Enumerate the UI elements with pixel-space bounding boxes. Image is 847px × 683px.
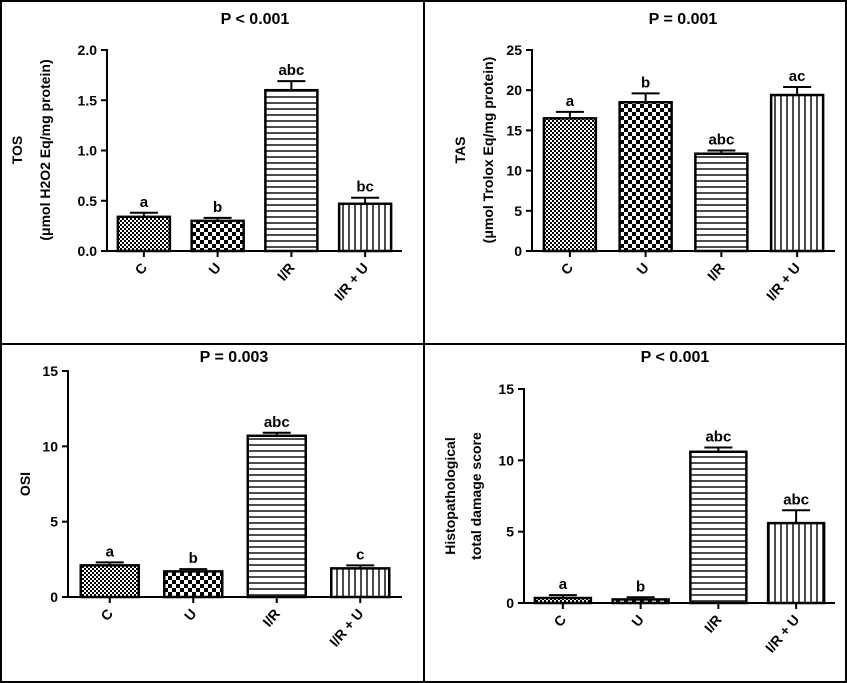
y-tick-label: 25 [506, 42, 522, 58]
category-label: I/R + U [763, 260, 804, 304]
y-tick-label: 5 [50, 514, 58, 530]
y-axis-label-line: TAS [452, 137, 468, 164]
bar [337, 202, 393, 253]
category-label: I/R [704, 260, 728, 284]
category-label: U [181, 606, 200, 624]
bar [533, 596, 593, 605]
bar [79, 564, 140, 599]
panel-tas: P = 0.001 TAS (μmol Trolox Eq/mg protein) 0… [452, 11, 835, 304]
y-axis-label-line: OSI [17, 472, 33, 496]
y-tick-label: 10 [42, 438, 58, 454]
significance-label: abc [708, 132, 734, 149]
category-label: I/R + U [762, 612, 803, 656]
category-label: C [131, 260, 150, 278]
bar [618, 101, 673, 253]
bar [766, 521, 826, 605]
category-label: I/R + U [331, 260, 372, 304]
significance-label: a [559, 576, 568, 593]
significance-label: b [636, 578, 645, 595]
category-label: I/R [701, 612, 725, 636]
y-tick-label: 10 [498, 452, 514, 468]
y-axis-label-line: Histopathological [442, 437, 458, 554]
y-tick-label: 5 [514, 203, 522, 219]
y-axis-label-line: TOS [9, 136, 25, 165]
y-axis-label-line: total damage score [468, 432, 484, 560]
y-tick-label: 5 [506, 524, 514, 540]
y-tick-label: 15 [506, 122, 522, 138]
category-label: I/R [274, 260, 298, 284]
category-label: I/R + U [326, 606, 367, 650]
bar [190, 219, 245, 253]
significance-label: abc [705, 428, 731, 445]
significance-label: abc [783, 491, 809, 508]
significance-label: bc [356, 179, 374, 196]
bar [116, 215, 172, 253]
significance-label: a [566, 93, 575, 110]
panel-title: P = 0.003 [200, 349, 269, 366]
y-tick-label: 15 [42, 363, 58, 379]
category-label: U [205, 260, 224, 278]
bar [246, 434, 307, 599]
y-tick-label: 0.0 [78, 243, 98, 259]
y-tick-label: 1.0 [78, 143, 98, 159]
category-label: C [557, 260, 576, 278]
panel-title: P < 0.001 [221, 11, 290, 28]
panel-title: P = 0.001 [649, 11, 718, 28]
y-tick-label: 2.0 [78, 42, 98, 58]
y-axis-label-line: (μmol Trolox Eq/mg protein) [480, 57, 496, 244]
significance-label: b [189, 550, 198, 567]
y-tick-label: 0 [514, 243, 522, 259]
significance-label: c [356, 546, 364, 563]
y-axis-label-line: (μmol H2O2 Eq/mg protein) [37, 59, 53, 240]
bar [611, 598, 670, 605]
significance-label: a [140, 194, 149, 211]
bar [689, 450, 748, 605]
y-tick-label: 0 [50, 589, 58, 605]
y-tick-label: 0.5 [78, 193, 98, 209]
bar [769, 93, 825, 253]
category-label: C [550, 612, 569, 630]
y-tick-label: 20 [506, 82, 522, 98]
y-tick-label: 0 [506, 595, 514, 611]
significance-label: a [106, 543, 115, 560]
significance-label: abc [264, 414, 290, 431]
significance-label: b [641, 74, 650, 91]
significance-label: ac [789, 68, 806, 85]
y-tick-label: 15 [498, 381, 514, 397]
significance-label: b [213, 199, 222, 216]
bar [542, 117, 598, 253]
significance-label: abc [278, 62, 304, 79]
category-label: U [633, 260, 652, 278]
bar [264, 88, 319, 253]
panel-histopathological-score: P < 0.001 Histopathological total damage s… [442, 349, 835, 656]
panel-tos: P < 0.001 TOS (μmol H2O2 Eq/mg protein) 0.0… [9, 11, 402, 304]
panel-title: P < 0.001 [641, 349, 710, 366]
category-label: U [628, 612, 647, 630]
category-label: I/R [259, 606, 283, 630]
y-tick-label: 1.5 [78, 92, 98, 108]
bar [694, 152, 749, 253]
bar [330, 567, 391, 599]
bar [163, 570, 224, 599]
y-tick-label: 10 [506, 163, 522, 179]
category-label: C [97, 606, 116, 624]
